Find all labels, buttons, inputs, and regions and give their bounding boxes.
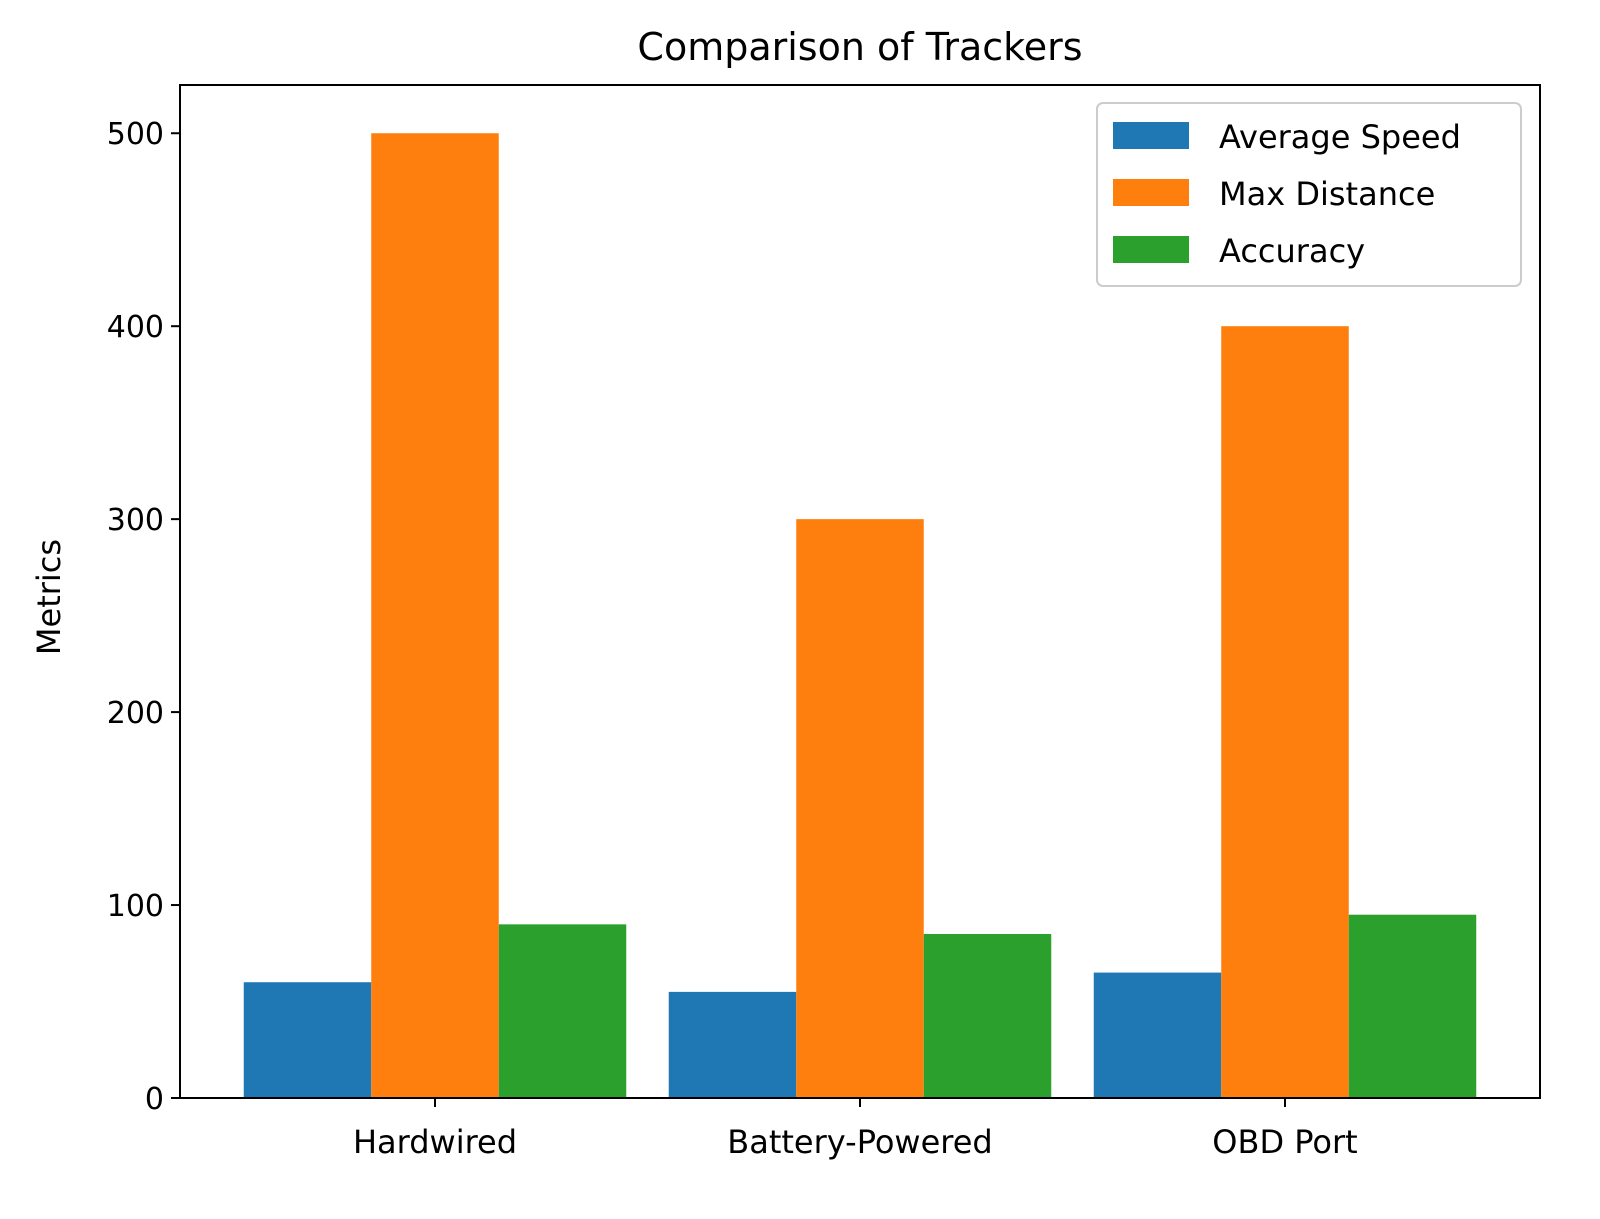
bar-max-distance-0: [371, 133, 499, 1098]
y-tick-label: 200: [107, 696, 164, 731]
legend-swatch: [1113, 179, 1189, 206]
y-tick-label: 100: [107, 889, 164, 924]
legend-swatch: [1113, 122, 1189, 149]
y-tick-label: 500: [107, 117, 164, 152]
y-tick-label: 400: [107, 310, 164, 345]
bar-accuracy-2: [1348, 914, 1477, 1098]
x-tick-label: OBD Port: [1212, 1123, 1357, 1161]
y-tick-label: 300: [107, 503, 164, 538]
bar-accuracy-0: [498, 924, 627, 1098]
y-tick-label: 0: [145, 1082, 164, 1117]
legend-swatch: [1113, 236, 1189, 263]
plot-frame: [179, 84, 1541, 1099]
x-tick-label: Battery-Powered: [727, 1123, 992, 1161]
legend-label: Max Distance: [1219, 175, 1435, 213]
bar-average-speed-1: [668, 991, 797, 1098]
legend-frame: [1096, 102, 1522, 287]
y-axis-label: Metrics: [30, 539, 68, 655]
bar-average-speed-0: [243, 982, 372, 1098]
legend: Average Speed Max Distance Accuracy: [1096, 102, 1522, 287]
chart-title: Comparison of Trackers: [637, 25, 1082, 69]
bar-average-speed-2: [1093, 972, 1222, 1098]
legend-label: Average Speed: [1219, 118, 1461, 156]
legend-label: Accuracy: [1219, 232, 1365, 270]
x-tick-label: Hardwired: [353, 1123, 517, 1161]
bar-max-distance-2: [1221, 326, 1349, 1098]
bar-accuracy-1: [923, 933, 1052, 1098]
bar-max-distance-1: [796, 519, 924, 1098]
